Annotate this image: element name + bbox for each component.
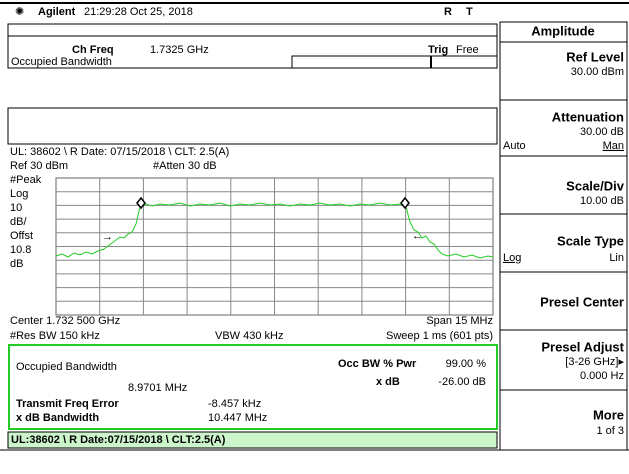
marker-left — [136, 196, 146, 210]
left-label: #Peak — [10, 174, 42, 186]
softkey-frame — [499, 41, 628, 451]
graticule — [55, 177, 494, 316]
softkey-value: 0.000 Hz — [580, 370, 624, 382]
results-value: 8.9701 MHz — [128, 382, 187, 394]
info-line: UL: 38602 \ R Date: 07/15/2018 \ CLT: 2.… — [10, 146, 229, 158]
softkey-option: Man — [603, 140, 624, 152]
status-bar — [7, 23, 498, 37]
results-title: Occupied Bandwidth — [16, 361, 117, 373]
occ-value: 99.00 % — [446, 358, 487, 370]
span: Span 15 MHz — [426, 315, 493, 327]
flag-t: T — [466, 6, 473, 18]
flag-r: R — [444, 6, 452, 18]
trace — [55, 202, 494, 259]
atten: #Atten 30 dB — [153, 160, 217, 172]
status-box — [7, 35, 498, 69]
softkey-label: Ref Level — [566, 49, 624, 64]
xdbbw-value: 10.447 MHz — [208, 412, 267, 424]
progress-box — [291, 55, 498, 69]
brand: Agilent — [38, 6, 76, 18]
softkey-panel — [499, 41, 628, 451]
results-box — [8, 344, 498, 430]
softkey-label: More — [593, 407, 624, 422]
xdb-label: x dB — [376, 376, 400, 388]
softkey-value: 30.00 dBm — [571, 66, 624, 78]
softkey-label: Scale Type — [557, 233, 624, 248]
marker-right — [400, 196, 410, 210]
center-freq: Center 1.732 500 GHz — [10, 315, 120, 327]
softkey-label: Presel Adjust — [541, 339, 624, 354]
softkey-option: Auto — [503, 140, 526, 152]
left-label: 10 — [10, 202, 22, 214]
softkey-value: 10.00 dB — [580, 195, 624, 207]
vbw: VBW 430 kHz — [215, 330, 283, 342]
softkey-dividers — [500, 99, 627, 391]
left-label: 10.8 — [10, 244, 31, 256]
tfe-label: Transmit Freq Error — [16, 398, 119, 410]
softkey-label: Scale/Div — [566, 178, 625, 193]
softkey-value: 30.00 dB — [580, 126, 624, 138]
trig-label: Trig — [428, 44, 448, 56]
occ-label: Occ BW % Pwr — [338, 358, 417, 370]
measurement-name: Occupied Bandwidth — [11, 56, 112, 68]
footer-text: UL:38602 \ R Date:07/15/2018 \ CLT:2.5(A… — [11, 434, 226, 446]
softkey-option: Lin — [609, 252, 624, 264]
graticule-lines — [56, 178, 493, 315]
left-label: Offst — [10, 230, 33, 242]
ch-freq-label: Ch Freq — [72, 44, 114, 56]
trig: Free — [456, 44, 479, 56]
xdb-value: -26.00 dB — [438, 376, 486, 388]
left-label: Log — [10, 188, 28, 200]
arrow-right: → — [102, 231, 113, 243]
ch-freq: 1.7325 GHz — [150, 44, 209, 56]
arrow-left: ← — [412, 230, 423, 242]
res-bw: #Res BW 150 kHz — [10, 330, 100, 342]
softkey-range: [3-26 GHz]▸ — [565, 356, 624, 368]
left-label: dB — [10, 258, 23, 270]
ref-level: Ref 30 dBm — [10, 160, 68, 172]
left-label: dB/ — [10, 216, 27, 228]
menu-title: Amplitude — [531, 23, 595, 38]
softkey-label: Attenuation — [552, 109, 624, 124]
softkey-option: Log — [503, 252, 521, 264]
tfe-value: -8.457 kHz — [208, 398, 261, 410]
softkey-value: 1 of 3 — [596, 425, 624, 437]
xdbbw-label: x dB Bandwidth — [16, 412, 99, 424]
sweep: Sweep 1 ms (601 pts) — [386, 330, 493, 342]
footer-bar — [7, 431, 498, 449]
icon: ✺ — [15, 6, 24, 18]
softkey-label: Presel Center — [540, 294, 624, 309]
message-box — [7, 107, 498, 145]
clock: 21:29:28 Oct 25, 2018 — [84, 6, 193, 18]
